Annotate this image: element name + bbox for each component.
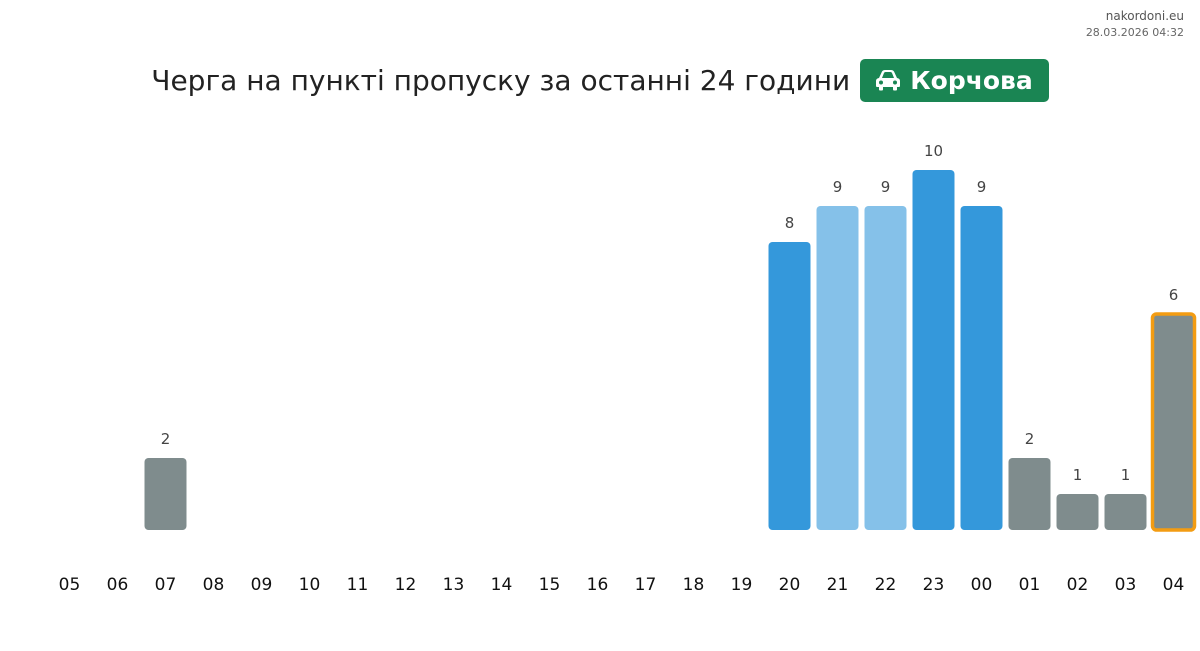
x-tick-label-21: 21 <box>827 575 849 595</box>
value-label-01: 2 <box>1025 430 1035 448</box>
bar-03 <box>1104 494 1147 530</box>
x-tick-label-12: 12 <box>395 575 417 595</box>
x-tick-label-13: 13 <box>443 575 465 595</box>
x-tick-label-05: 05 <box>59 575 81 595</box>
checkpoint-name: Корчова <box>910 65 1033 95</box>
timestamp: 28.03.2026 04:32 <box>1085 26 1184 39</box>
value-label-21: 9 <box>833 178 843 196</box>
x-tick-label-17: 17 <box>635 575 657 595</box>
value-label-20: 8 <box>785 214 795 232</box>
checkpoint-badge: Корчова <box>860 58 1049 102</box>
x-tick-label-04: 04 <box>1163 575 1185 595</box>
x-tick-label-22: 22 <box>875 575 897 595</box>
x-tick-label-16: 16 <box>587 575 609 595</box>
car-icon <box>876 70 901 91</box>
value-label-07: 2 <box>161 430 171 448</box>
x-tick-label-01: 01 <box>1019 575 1041 595</box>
chart-title: Черга на пункті пропуску за останні 24 г… <box>151 63 851 97</box>
x-tick-label-23: 23 <box>923 575 945 595</box>
bar-20 <box>768 242 811 530</box>
value-label-22: 9 <box>881 178 891 196</box>
x-tick-label-18: 18 <box>683 575 705 595</box>
x-tick-label-00: 00 <box>971 575 993 595</box>
bar-01 <box>1008 458 1051 530</box>
bar-00 <box>960 206 1003 530</box>
value-label-03: 1 <box>1121 466 1131 484</box>
value-label-02: 1 <box>1073 466 1083 484</box>
chart-header: Черга на пункті пропуску за останні 24 г… <box>0 58 1200 102</box>
bar-07 <box>144 458 187 530</box>
bar-22 <box>864 206 907 530</box>
x-tick-label-15: 15 <box>539 575 561 595</box>
x-tick-label-02: 02 <box>1067 575 1089 595</box>
x-tick-label-11: 11 <box>347 575 369 595</box>
x-tick-label-19: 19 <box>731 575 753 595</box>
value-label-23: 10 <box>924 142 943 160</box>
x-tick-label-20: 20 <box>779 575 801 595</box>
bar-04 <box>1150 312 1197 532</box>
x-tick-label-07: 07 <box>155 575 177 595</box>
x-tick-label-14: 14 <box>491 575 513 595</box>
x-tick-label-09: 09 <box>251 575 273 595</box>
x-tick-label-03: 03 <box>1115 575 1137 595</box>
value-label-04: 6 <box>1169 286 1179 304</box>
x-tick-label-06: 06 <box>107 575 129 595</box>
x-tick-label-08: 08 <box>203 575 225 595</box>
value-label-00: 9 <box>977 178 987 196</box>
x-tick-label-10: 10 <box>299 575 321 595</box>
bar-02 <box>1056 494 1099 530</box>
bar-21 <box>816 206 859 530</box>
site-name[interactable]: nakordoni.eu <box>1105 9 1184 23</box>
bar-23 <box>912 170 955 530</box>
